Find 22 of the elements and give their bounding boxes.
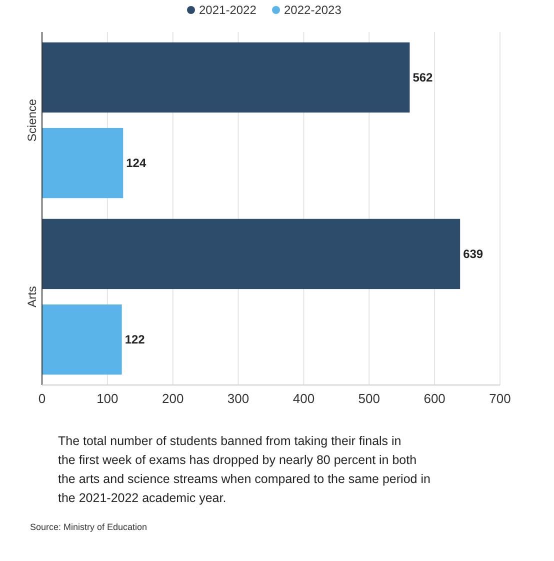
x-tick-label: 500 <box>358 391 380 406</box>
bar <box>42 218 460 290</box>
x-tick-label: 700 <box>489 391 511 406</box>
data-label: 124 <box>126 156 146 170</box>
x-tick-label: 300 <box>227 391 250 406</box>
x-tick-label: 400 <box>292 391 315 406</box>
source-note: Source: Ministry of Education <box>30 522 148 532</box>
bar <box>42 304 122 375</box>
legend-label: 2022-2023 <box>284 3 342 17</box>
data-label: 562 <box>412 70 434 85</box>
bar <box>42 128 124 198</box>
x-tick-label: 200 <box>162 391 184 406</box>
data-label: 639 <box>463 247 484 262</box>
data-label: 122 <box>124 332 146 347</box>
x-tick-label: 100 <box>96 391 118 406</box>
legend-label: 2021-2022 <box>199 3 257 17</box>
text: The total number of students banned from taking their finals in the first week of exams has dropped by nearly 80 percent in both the arts and science streams when compared to the same period in the 2021-2022 academic year. <box>58 434 430 505</box>
x-tick-label: 600 <box>424 391 446 406</box>
bar <box>42 42 410 113</box>
y-tick-label: Science <box>25 98 39 142</box>
y-tick-label: Arts <box>25 286 39 308</box>
x-tick-label: 0 <box>38 391 46 406</box>
